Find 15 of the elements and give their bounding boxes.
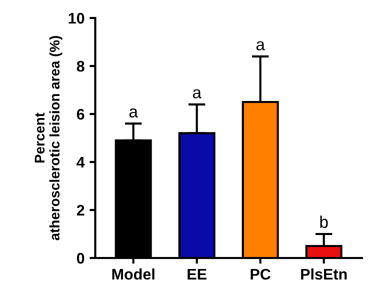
annotation: b [320, 216, 328, 228]
y-tick-label: 10 [68, 12, 84, 24]
y-tick-label: 2 [76, 204, 84, 216]
annotation: a [256, 41, 265, 50]
y-tick-label: 0 [76, 252, 84, 264]
annotation: a [129, 108, 138, 118]
x-tick-label: PlsEtn [301, 268, 347, 280]
y-axis-title: Percent atherosclerotic leision area (%) [34, 36, 62, 240]
x-tick-label: PC [250, 268, 271, 280]
x-tick-label: Model [112, 268, 154, 280]
y-tick-label: 8 [76, 60, 84, 72]
y-tick-label: 4 [76, 157, 85, 168]
x-tick-label: EE [188, 268, 206, 280]
annotation: a [192, 89, 202, 98]
y-tick-label: 6 [76, 108, 84, 120]
